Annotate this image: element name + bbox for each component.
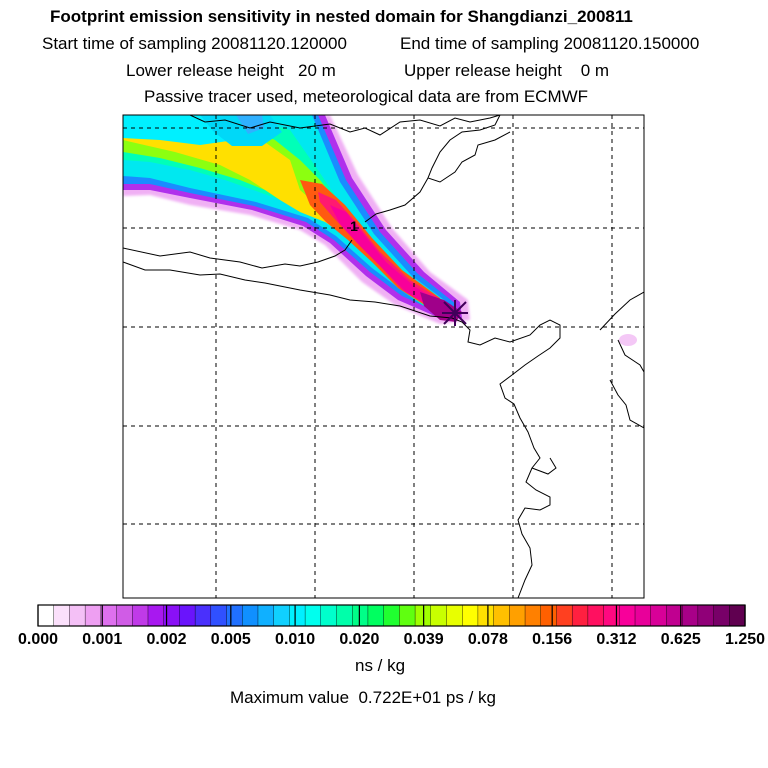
colorbar-tick-label: 0.000 (17, 631, 59, 648)
colorbar-cell (430, 604, 448, 627)
colorbar-tick-label: 0.002 (146, 631, 187, 648)
colorbar-cell (446, 604, 463, 627)
colorbar-units: ns / kg (355, 656, 406, 675)
colorbar-cell (619, 604, 636, 627)
colorbar-cell (289, 604, 306, 627)
coastline-east-2 (617, 339, 644, 373)
coastline-east-3 (609, 379, 644, 429)
colorbar-cell (132, 604, 149, 627)
colorbar-cell (226, 604, 243, 627)
colorbar-cell (634, 604, 652, 627)
colorbar-cell (242, 604, 259, 627)
start-time-label: Start time of sampling 20081120.120000 (42, 34, 347, 53)
plume-patch-deep (236, 115, 264, 134)
plume-layer (123, 115, 637, 346)
colorbar-cell (53, 604, 71, 627)
coastline-peninsula (531, 457, 557, 475)
colorbar-tick-label: 0.005 (210, 631, 251, 648)
colorbar-cell (509, 604, 526, 627)
colorbar-cell (556, 604, 573, 627)
colorbar-cell (273, 604, 290, 627)
colorbar-cell (147, 604, 165, 627)
plume-marker-label: 1 (350, 218, 358, 234)
colorbar-tick-label: 0.039 (403, 631, 444, 648)
colorbar-tick-label: 0.010 (275, 631, 316, 648)
colorbar-cell (462, 604, 479, 627)
border-line (123, 239, 353, 269)
colorbar-cell (681, 604, 699, 627)
colorbar-cell (571, 604, 589, 627)
colorbar-cell (210, 604, 228, 627)
lower-height-label: Lower release height 20 m (126, 61, 336, 80)
colorbar-major-ticks (37, 605, 746, 626)
map-frame (122, 114, 645, 599)
colorbar-cell (84, 604, 102, 627)
coastline-east (599, 291, 644, 331)
colorbar-cell (367, 604, 385, 627)
colorbar-cell (697, 604, 715, 627)
colorbar-tick-label: 0.312 (596, 631, 637, 648)
colorbar-cell (37, 604, 55, 627)
upper-height-label: Upper release height 0 m (404, 61, 610, 80)
plume-band-11 (420, 292, 462, 322)
colorbar-cell (603, 604, 620, 627)
graticule (123, 115, 644, 598)
colorbar-cell (179, 604, 196, 627)
colorbar-cell (540, 604, 558, 627)
colorbar-cell (69, 604, 86, 627)
colorbar-cell (477, 604, 495, 627)
colorbar-cell (304, 604, 322, 627)
colorbar-cell (257, 604, 275, 627)
colorbar-tick-label: 0.625 (660, 631, 701, 648)
colorbar-cells (37, 604, 746, 627)
colorbar-tick-label: 1.250 (724, 631, 766, 648)
maximum-value-label: Maximum value 0.722E+01 ps / kg (230, 688, 496, 707)
colorbar-cell (729, 604, 746, 627)
coastline-south (123, 261, 561, 598)
colorbar-cell (336, 604, 353, 627)
plot-title: Footprint emission sensitivity in nested… (50, 7, 633, 26)
plume-band-10 (330, 205, 440, 308)
colorbar-cell (587, 604, 605, 627)
tracer-label: Passive tracer used, meteorological data… (144, 87, 589, 106)
colorbar-cell (399, 604, 416, 627)
colorbar-tick-label: 0.001 (82, 631, 123, 648)
colorbar-cell (493, 604, 510, 627)
colorbar-cell (383, 604, 400, 627)
colorbar-tick-label: 0.156 (532, 631, 573, 648)
colorbar-cell (320, 604, 338, 627)
colorbar-cell (194, 604, 212, 627)
colorbar-cell (650, 604, 668, 627)
faint-patch (619, 334, 637, 346)
colorbar-cell (713, 604, 730, 627)
station-star-icon (442, 300, 468, 326)
colorbar-cell (352, 604, 369, 627)
end-time-label: End time of sampling 20081120.150000 (400, 34, 700, 53)
colorbar-cell (116, 604, 133, 627)
colorbar-cell (100, 604, 118, 627)
coastline-gulf (364, 177, 429, 223)
colorbar-tick-label: 0.020 (339, 631, 380, 648)
plume-band-6 (123, 115, 444, 310)
colorbar-cell (524, 604, 542, 627)
colorbar-tick-label: 0.078 (467, 631, 508, 648)
